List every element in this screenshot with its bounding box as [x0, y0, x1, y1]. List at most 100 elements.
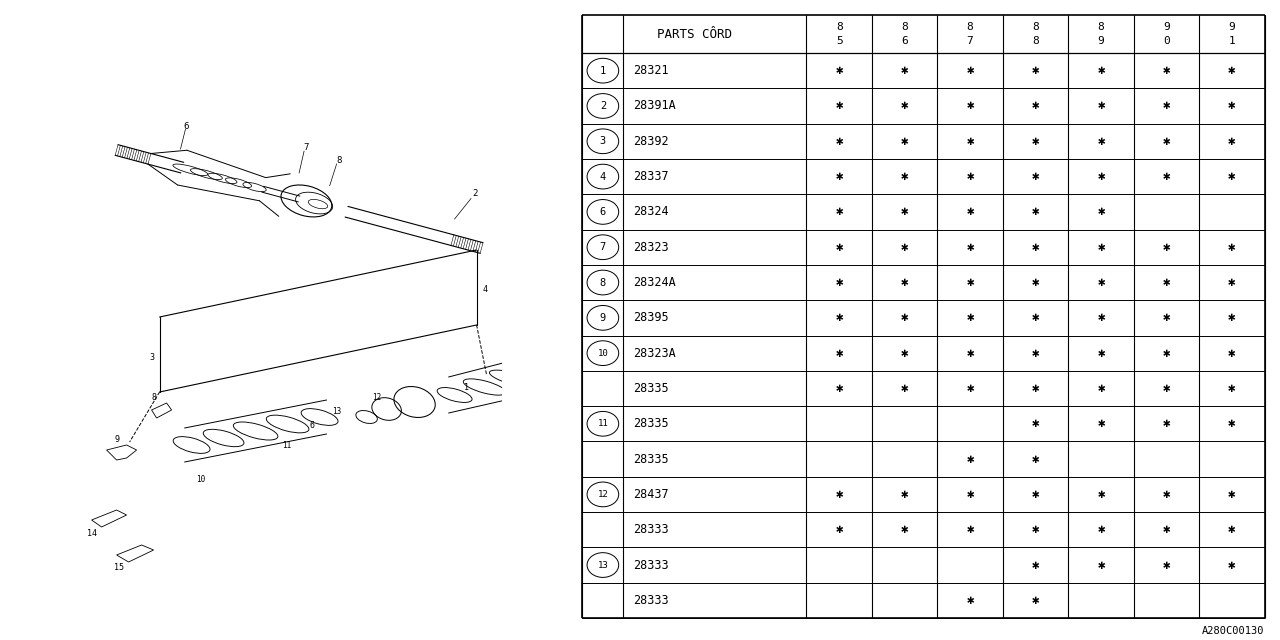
Text: 28395: 28395: [634, 311, 669, 324]
Text: 11: 11: [282, 440, 292, 449]
Text: ✱: ✱: [966, 452, 974, 465]
Text: 8: 8: [1098, 22, 1105, 32]
Text: ✱: ✱: [966, 311, 974, 324]
Text: 28323A: 28323A: [634, 347, 676, 360]
Text: 28335: 28335: [634, 382, 669, 395]
Text: ✱: ✱: [1228, 170, 1235, 183]
Text: ✱: ✱: [1162, 99, 1170, 113]
Text: ✱: ✱: [1032, 347, 1039, 360]
Text: ✱: ✱: [966, 524, 974, 536]
Text: 13: 13: [332, 408, 342, 417]
Text: 3: 3: [148, 353, 154, 362]
Text: ✱: ✱: [1032, 594, 1039, 607]
Text: 8: 8: [966, 22, 973, 32]
Text: ✱: ✱: [1032, 382, 1039, 395]
Text: 11: 11: [598, 419, 608, 428]
Text: 4: 4: [483, 285, 488, 294]
Text: ✱: ✱: [1032, 276, 1039, 289]
Text: ✱: ✱: [1097, 524, 1105, 536]
Text: 28337: 28337: [634, 170, 669, 183]
Text: ✱: ✱: [1228, 417, 1235, 430]
Text: 28391A: 28391A: [634, 99, 676, 113]
Text: ✱: ✱: [901, 488, 909, 501]
Text: PARTS CÔRD: PARTS CÔRD: [657, 28, 732, 40]
Text: ✱: ✱: [1032, 311, 1039, 324]
Text: ✱: ✱: [901, 205, 909, 218]
Text: ✱: ✱: [836, 382, 844, 395]
Text: ✱: ✱: [836, 64, 844, 77]
Text: 28333: 28333: [634, 559, 669, 572]
Text: ✱: ✱: [1032, 524, 1039, 536]
Text: 10: 10: [598, 349, 608, 358]
Text: ✱: ✱: [1032, 170, 1039, 183]
Text: ✱: ✱: [1228, 488, 1235, 501]
Text: ✱: ✱: [836, 170, 844, 183]
Text: ✱: ✱: [966, 135, 974, 148]
Text: ✱: ✱: [1097, 205, 1105, 218]
Text: ✱: ✱: [966, 170, 974, 183]
Text: 7: 7: [600, 242, 605, 252]
Text: 5: 5: [836, 36, 842, 46]
Text: ✱: ✱: [1162, 488, 1170, 501]
Text: ✱: ✱: [836, 347, 844, 360]
Text: 6: 6: [308, 420, 314, 429]
Text: 8: 8: [151, 392, 156, 401]
Text: ✱: ✱: [1162, 170, 1170, 183]
Text: ✱: ✱: [901, 64, 909, 77]
Text: ✱: ✱: [836, 135, 844, 148]
Text: ✱: ✱: [1228, 524, 1235, 536]
Text: ✱: ✱: [1097, 559, 1105, 572]
Text: ✱: ✱: [1097, 170, 1105, 183]
Text: 4: 4: [600, 172, 605, 182]
Text: ✱: ✱: [1032, 559, 1039, 572]
Text: 0: 0: [1164, 36, 1170, 46]
Text: ✱: ✱: [1228, 311, 1235, 324]
Text: ✱: ✱: [966, 99, 974, 113]
Text: ✱: ✱: [1162, 417, 1170, 430]
Text: 28321: 28321: [634, 64, 669, 77]
Text: ✱: ✱: [1228, 559, 1235, 572]
Text: 6: 6: [184, 122, 189, 131]
Text: A280C00130: A280C00130: [1202, 626, 1265, 636]
Text: 9: 9: [1098, 36, 1105, 46]
Text: 28323: 28323: [634, 241, 669, 253]
Text: ✱: ✱: [1162, 559, 1170, 572]
Text: ✱: ✱: [1032, 205, 1039, 218]
Text: ✱: ✱: [1162, 135, 1170, 148]
Text: ✱: ✱: [1032, 417, 1039, 430]
Text: ✱: ✱: [1097, 276, 1105, 289]
Text: ✱: ✱: [1162, 347, 1170, 360]
Text: 28437: 28437: [634, 488, 669, 501]
Text: 7: 7: [303, 143, 308, 152]
Text: 9: 9: [114, 435, 119, 445]
Text: ✱: ✱: [1032, 135, 1039, 148]
Text: 9: 9: [600, 313, 605, 323]
Text: 2: 2: [600, 101, 605, 111]
Text: 8: 8: [901, 22, 908, 32]
Text: 12: 12: [372, 394, 381, 403]
Text: ✱: ✱: [1032, 488, 1039, 501]
Text: 9: 9: [1229, 22, 1235, 32]
Text: ✱: ✱: [1097, 135, 1105, 148]
Text: 7: 7: [966, 36, 973, 46]
Text: ✱: ✱: [836, 99, 844, 113]
Text: ✱: ✱: [1097, 488, 1105, 501]
Text: ✱: ✱: [836, 205, 844, 218]
Text: 6: 6: [600, 207, 605, 217]
Text: ✱: ✱: [901, 347, 909, 360]
Text: ✱: ✱: [901, 241, 909, 253]
Text: ✱: ✱: [901, 135, 909, 148]
Text: ✱: ✱: [966, 594, 974, 607]
Text: 12: 12: [598, 490, 608, 499]
Text: 9: 9: [1164, 22, 1170, 32]
Text: 10: 10: [196, 476, 205, 484]
Text: ✱: ✱: [836, 276, 844, 289]
Text: 1: 1: [465, 383, 468, 392]
Text: ✱: ✱: [966, 276, 974, 289]
Text: ✱: ✱: [1162, 311, 1170, 324]
Text: ✱: ✱: [1162, 524, 1170, 536]
Text: 15: 15: [114, 563, 124, 573]
Text: ✱: ✱: [1228, 241, 1235, 253]
Text: ✱: ✱: [901, 99, 909, 113]
Text: 2: 2: [472, 189, 477, 198]
